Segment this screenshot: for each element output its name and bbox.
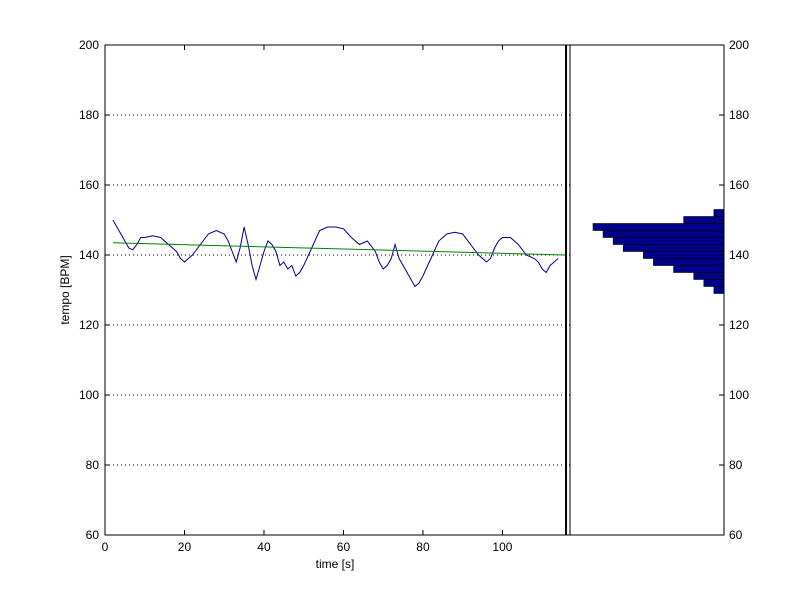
x-axis-label: time [s] (316, 557, 355, 571)
histogram-bar-1 (703, 279, 725, 287)
y-tick-label-left-60: 60 (86, 528, 100, 542)
x-tick-label-0: 0 (102, 540, 109, 554)
y-tick-label-right-140: 140 (729, 248, 749, 262)
x-tick-label-20: 20 (178, 540, 192, 554)
y-tick-label-right-80: 80 (729, 458, 743, 472)
x-tick-label-100: 100 (492, 540, 512, 554)
histogram-bar-3 (673, 265, 725, 273)
y-tick-label-left-160: 160 (79, 178, 99, 192)
y-tick-label-right-60: 60 (729, 528, 743, 542)
histogram-bar-10 (683, 216, 725, 224)
histogram-bar-6 (622, 244, 725, 252)
y-tick-label-left-180: 180 (79, 108, 99, 122)
y-tick-label-left-100: 100 (79, 388, 99, 402)
y-tick-label-right-180: 180 (729, 108, 749, 122)
y-tick-label-left-120: 120 (79, 318, 99, 332)
y-tick-label-left-80: 80 (86, 458, 100, 472)
x-tick-label-40: 40 (257, 540, 271, 554)
histogram-bar-9 (592, 223, 725, 231)
y-tick-label-left-200: 200 (79, 38, 99, 52)
histogram-bar-7 (612, 237, 725, 245)
trend-line (112, 242, 567, 256)
x-tick-label-60: 60 (337, 540, 351, 554)
main-plot-lines (112, 45, 568, 535)
histogram-bar-8 (602, 230, 725, 238)
tempo-line (112, 219, 559, 288)
axis-ticks (104, 44, 724, 536)
histogram-frame (569, 44, 725, 536)
y-tick-label-right-120: 120 (729, 318, 749, 332)
y-axis-label: tempo [BPM] (58, 255, 72, 324)
y-tick-label-right-200: 200 (729, 38, 749, 52)
axis-tick-labels: 60 60 80 80 100 100 120 120 140 140 160 160 180 180 20… (79, 38, 749, 554)
x-tick-label-80: 80 (416, 540, 430, 554)
histogram-bar-11 (713, 209, 725, 217)
histogram-bar-4 (653, 258, 725, 266)
histogram-bar-5 (643, 251, 725, 259)
y-tick-label-right-160: 160 (729, 178, 749, 192)
histogram-bar-2 (693, 272, 725, 280)
y-tick-label-right-100: 100 (729, 388, 749, 402)
histogram-bar-0 (713, 286, 725, 294)
main-gridlines (105, 114, 570, 466)
y-tick-label-left-140: 140 (79, 248, 99, 262)
